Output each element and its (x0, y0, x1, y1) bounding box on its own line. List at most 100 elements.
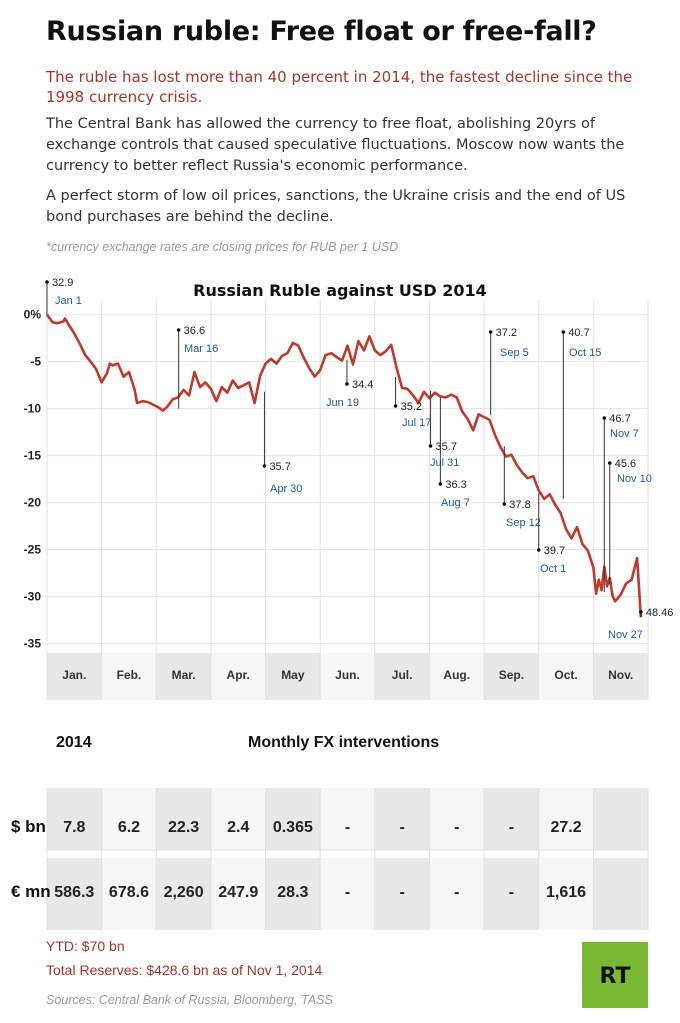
month-band (538, 300, 594, 653)
table-cell-bg (210, 788, 266, 850)
ruble-chart: 0% -5 -10 -15 -20 -25 -30 -35 Jan. Feb. Mar. Apr. Ma… (24, 277, 674, 700)
annotation-dot (345, 382, 349, 386)
annotation-value: 35.2 (401, 401, 422, 413)
month-label-band (484, 653, 539, 700)
page-title: Russian ruble: Free float or free-fall? (46, 16, 597, 47)
table-cell-bg (101, 788, 157, 850)
table-cell-bg (429, 788, 485, 850)
x-month-label: Mar. (172, 668, 196, 682)
table-cell-bg (374, 858, 430, 930)
table-cell: 678.6 (109, 884, 149, 901)
annotation-value: 40.7 (568, 327, 589, 339)
x-month-label: Jun. (335, 668, 360, 682)
annotation-dot (561, 330, 566, 334)
x-month-label: May (281, 668, 305, 682)
table-row-label: € mn (11, 882, 51, 901)
annotation-dot (428, 444, 433, 448)
rt-logo: RT (582, 942, 648, 1008)
annotation-date: Apr 30 (270, 483, 302, 495)
x-month-label: Oct. (554, 668, 577, 682)
annotation-value: 48.46 (646, 607, 674, 619)
annotation-value: 32.9 (52, 277, 73, 289)
annotation-dot (393, 404, 398, 408)
table-cell-bg (484, 788, 539, 850)
table-cell: - (509, 884, 514, 901)
x-month-label: Feb. (117, 668, 142, 682)
table-cell-bg (593, 858, 648, 930)
table-cell-bg (538, 858, 594, 930)
annotation-date: Nov 27 (608, 629, 643, 641)
table-cell: 1,616 (546, 884, 586, 901)
table-cell: 586.3 (54, 884, 94, 901)
month-band (156, 300, 211, 653)
y-tick-label: -10 (24, 402, 42, 416)
fx-interventions-table: $ bn 7.8 6.2 22.3 2.4 0.365 - - - - 27.2 € mn 586.3 6… (11, 788, 649, 930)
annotation-date: Jan 1 (55, 295, 82, 307)
table-cell-bg (320, 858, 375, 930)
annotation-date: Nov 7 (610, 428, 639, 440)
y-tick-label: -20 (24, 496, 42, 510)
month-label-band (374, 653, 430, 700)
month-band (210, 300, 266, 653)
lead-text: The ruble has lost more than 40 percent … (46, 68, 633, 106)
table-cell-bg (47, 858, 102, 930)
y-tick-label: -5 (30, 355, 41, 369)
annotation-value: 35.7 (436, 441, 457, 453)
annotation-dot (639, 610, 643, 614)
x-month-label: Nov. (608, 668, 633, 682)
month-label-band (156, 653, 211, 700)
annotation-date: Jul 31 (430, 457, 459, 469)
total-reserves: Total Reserves: $428.6 bn as of Nov 1, 2… (46, 962, 323, 978)
table-title: Monthly FX interventions (248, 734, 440, 751)
table-cell: - (345, 884, 350, 901)
annotation-value: 34.4 (352, 379, 373, 391)
exchange-rate-note: *currency exchange rates are closing pri… (46, 240, 399, 254)
month-label-band (265, 653, 321, 700)
annotation-date: Jun 19 (326, 397, 359, 409)
table-cell: - (399, 884, 404, 901)
annotation-value: 46.7 (609, 413, 630, 425)
table-cell-bg (593, 788, 648, 850)
table-cell-bg (538, 788, 594, 850)
annotation-value: 35.7 (269, 461, 290, 473)
x-month-label: Apr. (227, 668, 250, 682)
ruble-series-line (45, 313, 643, 618)
annotation-value: 37.8 (509, 499, 530, 511)
table-row-label: $ bn (11, 817, 46, 836)
month-band (265, 300, 321, 653)
table-cell: 0.365 (273, 819, 313, 836)
table-cell-bg (320, 788, 375, 850)
annotation-value: 37.2 (496, 327, 517, 339)
table-cell: - (454, 819, 459, 836)
annotation-dot (602, 416, 607, 420)
sources-note: Sources: Central Bank of Russia, Bloombe… (46, 993, 333, 1007)
body-paragraph-2: A perfect storm of low oil prices, sanct… (46, 188, 626, 225)
y-tick-label: -30 (24, 590, 42, 604)
month-label-band (210, 653, 266, 700)
annotation-date: Sep 12 (506, 517, 541, 529)
table-cell: - (509, 819, 514, 836)
table-cell-bg (210, 858, 266, 930)
x-month-label: Aug. (443, 668, 470, 682)
annotation-dot (438, 482, 443, 486)
annotation-date: Sep 5 (500, 347, 529, 359)
rt-logo-text: RT (599, 964, 631, 989)
y-tick-label: 0% (24, 308, 42, 322)
table-cell-bg (101, 858, 157, 930)
month-label-band (47, 653, 102, 700)
table-year-label: 2014 (56, 734, 92, 751)
month-band (429, 300, 485, 653)
annotation-dot (502, 502, 507, 506)
y-tick-label: -25 (24, 543, 42, 557)
y-tick-label: -15 (24, 449, 42, 463)
table-cell: - (399, 819, 404, 836)
table-cell: 7.8 (63, 819, 85, 836)
table-cell-bg (156, 788, 211, 850)
table-cell-bg (156, 858, 211, 930)
ytd-total: YTD: $70 bn (46, 938, 125, 954)
table-cell: 6.2 (118, 819, 140, 836)
x-month-label: Jul. (392, 668, 413, 682)
annotation-dot (536, 548, 541, 552)
body-paragraph-1: The Central Bank has allowed the currenc… (46, 116, 625, 174)
x-month-label: Jan. (62, 668, 86, 682)
